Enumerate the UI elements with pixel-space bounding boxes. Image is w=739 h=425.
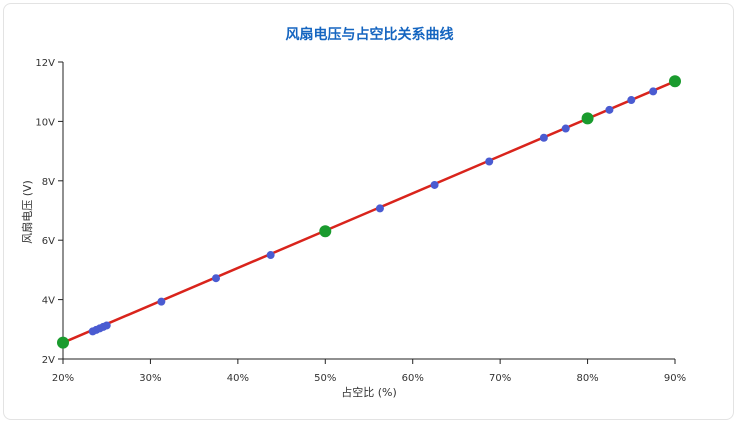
y-axis-title: 风扇电压 (V) [20,180,34,244]
y-tick-label: 12V [35,58,55,69]
x-tick-label: 40% [227,373,249,384]
chart-title: 风扇电压与占空比关系曲线 [285,27,454,43]
data-point [539,133,548,142]
chart-marks [57,75,681,349]
key-point [57,336,69,349]
x-tick-label: 20% [52,373,74,384]
data-point [430,180,439,189]
data-point [102,321,111,330]
x-axis-title: 占空比 (%) [341,385,397,399]
data-point [212,274,220,283]
key-point [319,225,332,238]
x-tick-label: 90% [664,373,686,384]
axes: 20% 30% 40% 50% 60% 70% 80% 90% 2V 4V 6V 8V 10V 12V [35,58,686,384]
data-point [605,105,614,114]
data-point [649,87,658,96]
x-tick-label: 50% [314,373,336,384]
x-tick-label: 80% [576,373,598,384]
data-point [375,204,384,213]
data-point [627,96,636,105]
data-point [485,157,494,166]
y-tick-label: 2V [42,355,55,366]
data-point [266,251,275,260]
y-tick-label: 10V [35,117,55,128]
data-point [157,297,166,306]
data-point [561,124,570,133]
x-tick-label: 60% [402,373,424,384]
fit-line [61,80,677,344]
y-tick-label: 8V [42,177,55,188]
key-point [669,75,681,88]
x-tick-label: 70% [489,373,511,384]
key-point [581,112,594,125]
y-tick-label: 4V [42,296,55,307]
y-tick-label: 6V [42,236,55,247]
x-tick-label: 30% [139,373,161,384]
